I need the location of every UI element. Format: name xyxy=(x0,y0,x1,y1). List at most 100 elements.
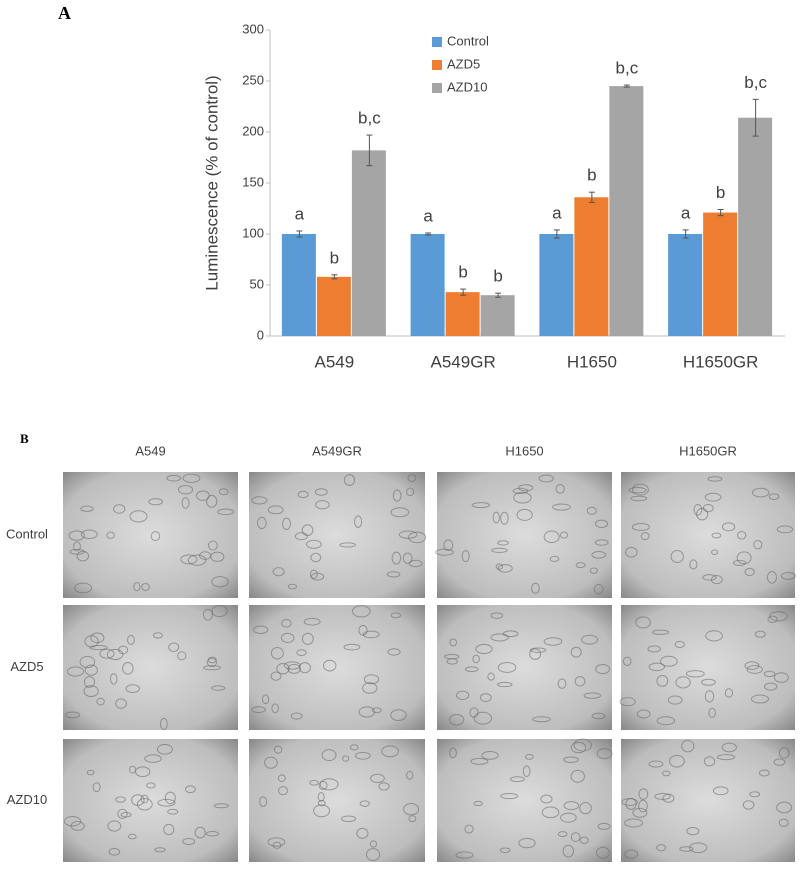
micrograph xyxy=(63,605,238,730)
cell xyxy=(529,647,547,653)
error-bar xyxy=(623,84,630,88)
cell xyxy=(251,496,268,505)
cell xyxy=(470,757,489,765)
cell xyxy=(557,831,568,838)
cell xyxy=(491,547,508,553)
cell xyxy=(552,503,571,511)
bar xyxy=(539,234,574,336)
cell xyxy=(575,562,586,569)
cell xyxy=(703,756,716,767)
cell xyxy=(267,505,284,515)
cell xyxy=(392,489,402,502)
y-tick-label: 200 xyxy=(242,123,264,138)
cell xyxy=(340,815,357,823)
cell xyxy=(524,753,534,760)
cell xyxy=(573,738,592,752)
cell xyxy=(448,714,465,726)
cell xyxy=(83,685,99,698)
cell xyxy=(562,844,575,858)
cell xyxy=(624,546,638,558)
cell xyxy=(490,612,504,619)
cell xyxy=(693,503,703,516)
legend-label: AZD5 xyxy=(447,56,480,71)
cell xyxy=(310,552,322,563)
cell xyxy=(362,630,380,639)
cell xyxy=(363,674,380,685)
cell xyxy=(628,486,647,494)
bar xyxy=(668,234,703,336)
cell xyxy=(90,632,105,644)
cell xyxy=(579,802,592,815)
cell xyxy=(76,550,90,562)
cell xyxy=(63,815,82,827)
cell xyxy=(622,656,632,666)
cell xyxy=(654,792,671,800)
cell xyxy=(497,661,517,673)
cell xyxy=(403,803,420,816)
cell xyxy=(679,846,694,852)
micrograph xyxy=(621,605,795,730)
cell xyxy=(406,770,414,780)
cell xyxy=(370,773,385,784)
column-label: A549 xyxy=(135,443,165,458)
cell xyxy=(596,748,613,760)
cell xyxy=(499,847,511,854)
significance-letter: a xyxy=(423,206,433,225)
error-bar xyxy=(460,288,467,296)
cell xyxy=(638,788,649,800)
cell xyxy=(354,515,363,528)
x-tick-label: H1650GR xyxy=(683,352,759,371)
cell xyxy=(541,806,560,819)
cell xyxy=(303,617,321,626)
legend-swatch xyxy=(432,83,442,93)
cell xyxy=(391,551,402,565)
cell xyxy=(766,570,778,584)
cell xyxy=(532,716,551,723)
cell xyxy=(362,682,378,694)
cell xyxy=(522,765,531,778)
cell xyxy=(84,635,99,648)
cell xyxy=(406,487,415,497)
micrograph xyxy=(63,472,238,598)
cell xyxy=(705,630,723,642)
cell xyxy=(277,774,286,783)
cell xyxy=(464,666,479,673)
cell xyxy=(574,676,586,687)
cell xyxy=(217,508,235,516)
cell xyxy=(778,747,790,759)
cell xyxy=(776,525,794,534)
column-label: A549GR xyxy=(312,443,362,458)
cell xyxy=(182,837,196,845)
cell xyxy=(500,792,519,800)
cell xyxy=(744,567,755,577)
cell xyxy=(768,493,780,500)
cell xyxy=(538,474,554,483)
bar xyxy=(703,212,738,336)
row-label: AZD5 xyxy=(10,659,43,674)
cell xyxy=(206,657,218,668)
cell xyxy=(443,539,454,552)
cell xyxy=(68,530,85,541)
cell xyxy=(769,611,788,622)
cell xyxy=(120,812,132,818)
cell xyxy=(343,643,361,651)
cell xyxy=(69,548,85,555)
cell xyxy=(449,747,457,759)
cell xyxy=(301,524,314,537)
cell xyxy=(167,808,179,815)
cell xyxy=(365,848,381,861)
cell xyxy=(210,551,225,562)
cell xyxy=(187,554,207,566)
cell xyxy=(636,709,651,719)
cell xyxy=(369,840,378,848)
cell xyxy=(594,539,609,546)
cell xyxy=(407,474,417,483)
cell xyxy=(125,684,140,694)
cell xyxy=(106,648,124,661)
error-bar xyxy=(495,292,502,298)
cell xyxy=(711,549,719,556)
cell xyxy=(202,608,213,621)
cell xyxy=(516,508,533,521)
cell xyxy=(79,655,96,669)
cell xyxy=(659,655,678,667)
